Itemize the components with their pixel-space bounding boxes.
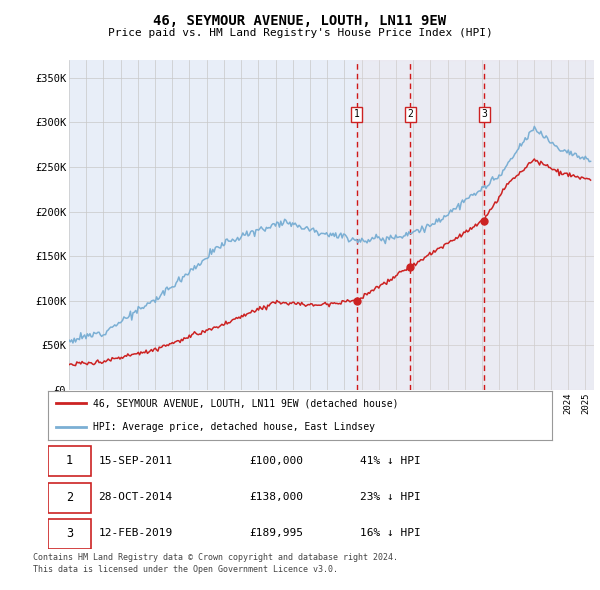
Text: Contains HM Land Registry data © Crown copyright and database right 2024.: Contains HM Land Registry data © Crown c… [33, 553, 398, 562]
FancyBboxPatch shape [48, 447, 91, 477]
Text: HPI: Average price, detached house, East Lindsey: HPI: Average price, detached house, East… [94, 422, 376, 432]
Bar [410, 60, 484, 390]
Text: 16% ↓ HPI: 16% ↓ HPI [361, 528, 421, 538]
Text: 23% ↓ HPI: 23% ↓ HPI [361, 492, 421, 502]
Text: This data is licensed under the Open Government Licence v3.0.: This data is licensed under the Open Gov… [33, 565, 338, 573]
Bar [357, 60, 410, 390]
Text: 41% ↓ HPI: 41% ↓ HPI [361, 456, 421, 466]
Text: 3: 3 [481, 110, 487, 119]
Text: 2: 2 [66, 490, 73, 504]
Text: 28-OCT-2014: 28-OCT-2014 [98, 492, 173, 502]
Text: £100,000: £100,000 [250, 456, 304, 466]
Text: £189,995: £189,995 [250, 528, 304, 538]
Bar [484, 60, 594, 390]
Text: 15-SEP-2011: 15-SEP-2011 [98, 456, 173, 466]
Text: 3: 3 [66, 527, 73, 540]
Text: 2: 2 [407, 110, 413, 119]
Text: 46, SEYMOUR AVENUE, LOUTH, LN11 9EW (detached house): 46, SEYMOUR AVENUE, LOUTH, LN11 9EW (det… [94, 398, 399, 408]
Text: 1: 1 [66, 454, 73, 467]
Text: 12-FEB-2019: 12-FEB-2019 [98, 528, 173, 538]
FancyBboxPatch shape [48, 483, 91, 513]
Text: 1: 1 [354, 110, 360, 119]
Text: Price paid vs. HM Land Registry's House Price Index (HPI): Price paid vs. HM Land Registry's House … [107, 28, 493, 38]
FancyBboxPatch shape [48, 519, 91, 549]
Text: 46, SEYMOUR AVENUE, LOUTH, LN11 9EW: 46, SEYMOUR AVENUE, LOUTH, LN11 9EW [154, 14, 446, 28]
Text: £138,000: £138,000 [250, 492, 304, 502]
